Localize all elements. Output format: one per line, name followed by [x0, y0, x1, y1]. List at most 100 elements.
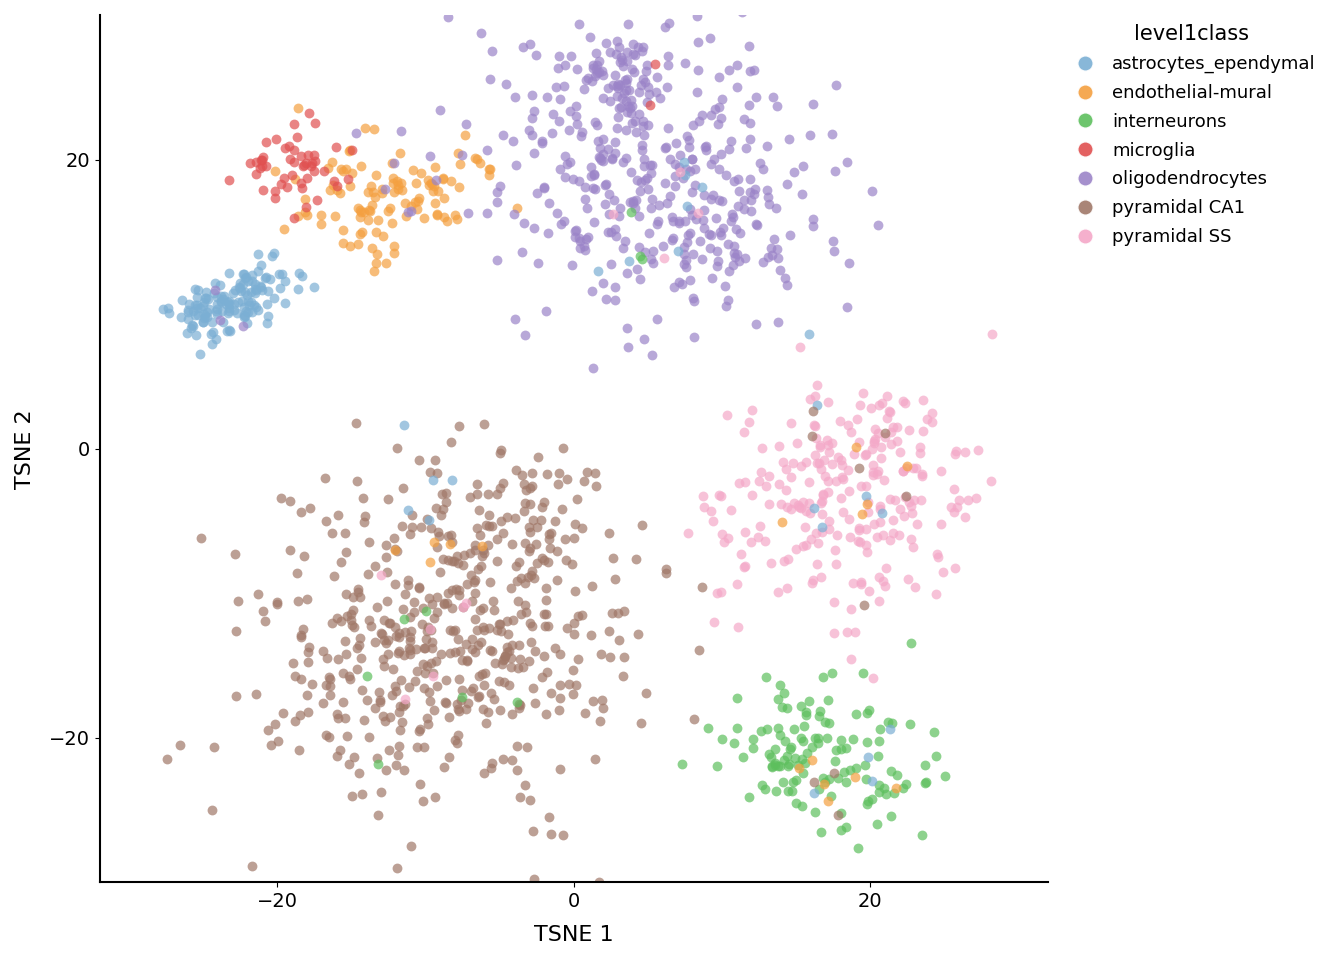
- pyramidal CA1: [399, 629, 421, 644]
- pyramidal SS: [711, 584, 732, 599]
- pyramidal SS: [829, 414, 851, 429]
- pyramidal CA1: [399, 680, 421, 695]
- pyramidal SS: [789, 499, 810, 515]
- oligodendrocytes: [521, 110, 543, 126]
- oligodendrocytes: [599, 44, 621, 60]
- oligodendrocytes: [567, 61, 589, 77]
- pyramidal CA1: [413, 601, 434, 616]
- Point: [675, 167, 696, 182]
- pyramidal SS: [832, 469, 853, 485]
- astrocytes_ependymal: [241, 295, 262, 310]
- oligodendrocytes: [769, 0, 790, 13]
- pyramidal CA1: [495, 648, 516, 663]
- oligodendrocytes: [692, 213, 714, 228]
- pyramidal CA1: [481, 760, 503, 776]
- pyramidal CA1: [254, 613, 276, 629]
- interneurons: [698, 720, 719, 735]
- oligodendrocytes: [706, 210, 727, 226]
- endothelial-mural: [383, 175, 405, 190]
- Point: [453, 599, 474, 614]
- endothelial-mural: [441, 173, 462, 188]
- pyramidal CA1: [523, 824, 544, 839]
- pyramidal CA1: [410, 519, 431, 535]
- pyramidal SS: [802, 573, 824, 588]
- astrocytes_ependymal: [234, 271, 255, 286]
- pyramidal CA1: [472, 600, 493, 615]
- oligodendrocytes: [792, 158, 813, 174]
- pyramidal SS: [798, 474, 820, 490]
- interneurons: [821, 665, 843, 681]
- oligodendrocytes: [640, 157, 661, 173]
- oligodendrocytes: [821, 127, 843, 142]
- oligodendrocytes: [757, 182, 778, 198]
- pyramidal CA1: [492, 752, 513, 767]
- endothelial-mural: [433, 190, 454, 205]
- pyramidal SS: [837, 418, 859, 433]
- pyramidal CA1: [487, 622, 508, 637]
- pyramidal CA1: [556, 471, 578, 487]
- pyramidal CA1: [539, 809, 560, 825]
- pyramidal CA1: [482, 603, 504, 618]
- pyramidal SS: [862, 464, 883, 479]
- microglia: [304, 115, 325, 131]
- pyramidal CA1: [477, 538, 499, 553]
- pyramidal CA1: [426, 604, 448, 619]
- oligodendrocytes: [593, 132, 614, 147]
- pyramidal SS: [894, 508, 915, 523]
- pyramidal CA1: [501, 706, 523, 721]
- oligodendrocytes: [634, 244, 656, 259]
- Point: [401, 203, 422, 218]
- endothelial-mural: [310, 216, 332, 231]
- interneurons: [833, 764, 855, 780]
- oligodendrocytes: [520, 128, 542, 143]
- oligodendrocytes: [672, 170, 694, 185]
- oligodendrocytes: [681, 184, 703, 200]
- oligodendrocytes: [581, 169, 602, 184]
- pyramidal CA1: [512, 660, 534, 675]
- pyramidal SS: [890, 502, 911, 517]
- interneurons: [723, 735, 745, 751]
- pyramidal CA1: [242, 858, 263, 874]
- pyramidal CA1: [481, 518, 503, 534]
- interneurons: [911, 828, 933, 843]
- pyramidal CA1: [353, 515, 375, 530]
- Point: [507, 694, 528, 709]
- interneurons: [738, 789, 759, 804]
- pyramidal CA1: [247, 586, 269, 601]
- pyramidal SS: [867, 425, 888, 441]
- Point: [452, 147, 473, 162]
- oligodendrocytes: [712, 194, 734, 209]
- pyramidal SS: [747, 530, 769, 545]
- endothelial-mural: [362, 198, 383, 213]
- pyramidal SS: [734, 474, 755, 490]
- pyramidal CA1: [441, 528, 462, 543]
- interneurons: [770, 677, 792, 692]
- endothelial-mural: [391, 182, 413, 198]
- oligodendrocytes: [726, 222, 747, 237]
- pyramidal CA1: [282, 656, 304, 671]
- oligodendrocytes: [555, 149, 577, 164]
- pyramidal SS: [844, 624, 866, 639]
- oligodendrocytes: [739, 132, 761, 147]
- astrocytes_ependymal: [223, 302, 245, 318]
- pyramidal CA1: [535, 581, 556, 596]
- oligodendrocytes: [628, 208, 649, 224]
- pyramidal CA1: [536, 467, 558, 482]
- endothelial-mural: [353, 204, 375, 220]
- interneurons: [855, 757, 876, 773]
- pyramidal CA1: [441, 582, 462, 597]
- oligodendrocytes: [739, 184, 761, 200]
- microglia: [290, 180, 312, 195]
- pyramidal SS: [824, 542, 845, 558]
- pyramidal CA1: [508, 593, 530, 609]
- oligodendrocytes: [630, 137, 652, 153]
- pyramidal CA1: [384, 757, 406, 773]
- astrocytes_ependymal: [181, 317, 203, 332]
- astrocytes_ependymal: [211, 303, 233, 319]
- oligodendrocytes: [637, 117, 659, 132]
- endothelial-mural: [294, 204, 316, 220]
- pyramidal CA1: [556, 620, 578, 636]
- pyramidal SS: [946, 499, 968, 515]
- microglia: [246, 155, 267, 170]
- pyramidal CA1: [426, 589, 448, 605]
